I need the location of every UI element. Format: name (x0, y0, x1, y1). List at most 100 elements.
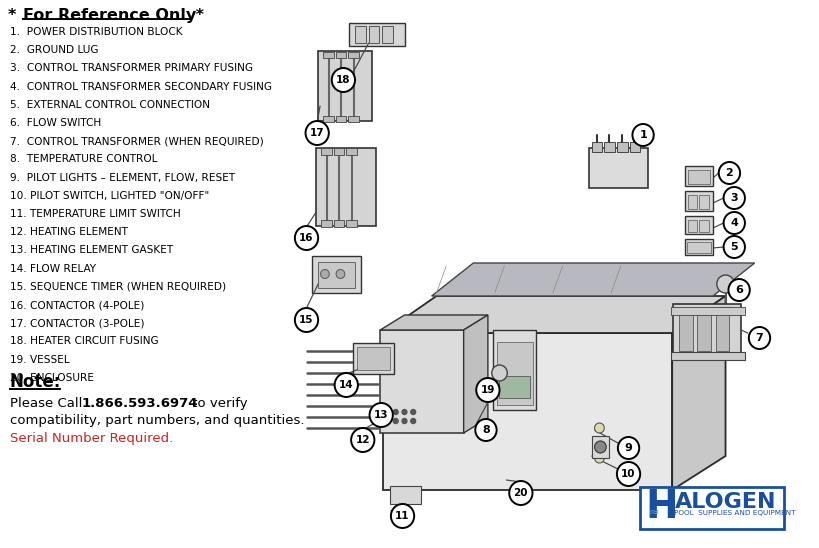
Circle shape (594, 438, 604, 448)
Circle shape (410, 419, 415, 424)
Circle shape (320, 270, 329, 278)
FancyBboxPatch shape (629, 142, 640, 152)
Text: Serial Number Required.: Serial Number Required. (10, 432, 173, 445)
Circle shape (334, 373, 357, 397)
Polygon shape (316, 148, 376, 226)
Text: 1: 1 (639, 130, 646, 140)
FancyBboxPatch shape (687, 170, 709, 184)
Circle shape (336, 270, 345, 278)
FancyBboxPatch shape (687, 220, 696, 232)
Text: 16: 16 (299, 233, 314, 243)
Text: 12. HEATING ELEMENT: 12. HEATING ELEMENT (10, 227, 128, 237)
FancyBboxPatch shape (346, 148, 356, 155)
Polygon shape (380, 315, 487, 330)
Text: 13. HEATING ELEMENT GASKET: 13. HEATING ELEMENT GASKET (10, 246, 173, 255)
Text: *: * (190, 8, 204, 23)
Text: 13: 13 (373, 410, 388, 420)
Polygon shape (672, 296, 725, 490)
Circle shape (475, 419, 496, 441)
Circle shape (491, 365, 507, 381)
FancyBboxPatch shape (696, 311, 710, 351)
Polygon shape (684, 239, 712, 255)
FancyBboxPatch shape (333, 148, 344, 155)
Text: 7: 7 (754, 333, 762, 343)
Circle shape (727, 279, 749, 301)
Text: 15. SEQUENCE TIMER (WHEN REQUIRED): 15. SEQUENCE TIMER (WHEN REQUIRED) (10, 282, 225, 292)
FancyBboxPatch shape (699, 220, 708, 232)
Circle shape (594, 441, 605, 453)
Text: 18: 18 (336, 75, 351, 85)
Text: 14. FLOW RELAY: 14. FLOW RELAY (10, 264, 96, 273)
Text: 4: 4 (730, 218, 737, 228)
Circle shape (332, 68, 355, 92)
Text: 12: 12 (355, 435, 369, 445)
FancyBboxPatch shape (640, 487, 783, 529)
Text: compatibility, part numbers, and quantities.: compatibility, part numbers, and quantit… (10, 414, 304, 427)
Circle shape (594, 453, 604, 463)
Polygon shape (318, 51, 372, 121)
Polygon shape (382, 296, 725, 333)
Text: 11: 11 (395, 511, 410, 521)
Circle shape (393, 419, 398, 424)
Text: 6.  FLOW SWITCH: 6. FLOW SWITCH (10, 118, 101, 128)
Circle shape (476, 378, 499, 402)
Text: 1.  POWER DISTRIBUTION BLOCK: 1. POWER DISTRIBUTION BLOCK (10, 27, 182, 37)
Text: 17: 17 (310, 128, 324, 138)
Text: 8: 8 (482, 425, 489, 435)
Text: 10: 10 (621, 469, 635, 479)
Polygon shape (349, 23, 405, 46)
Circle shape (616, 462, 640, 486)
FancyBboxPatch shape (498, 376, 529, 398)
Text: 6: 6 (735, 285, 742, 295)
Text: POOL  SUPPLIES AND EQUIPMENT: POOL SUPPLIES AND EQUIPMENT (673, 510, 794, 516)
Text: 19: 19 (480, 385, 495, 395)
FancyBboxPatch shape (368, 26, 379, 43)
Circle shape (401, 409, 406, 414)
Circle shape (393, 409, 398, 414)
Text: 16. CONTACTOR (4-POLE): 16. CONTACTOR (4-POLE) (10, 300, 144, 310)
Text: 3.  CONTROL TRANSFORMER PRIMARY FUSING: 3. CONTROL TRANSFORMER PRIMARY FUSING (10, 64, 252, 73)
FancyBboxPatch shape (699, 195, 708, 209)
Text: 2.  GROUND LUG: 2. GROUND LUG (10, 45, 98, 55)
FancyBboxPatch shape (687, 195, 696, 209)
Text: 4.  CONTROL TRANSFORMER SECONDARY FUSING: 4. CONTROL TRANSFORMER SECONDARY FUSING (10, 82, 271, 92)
FancyBboxPatch shape (333, 220, 344, 227)
Text: 7.  CONTROL TRANSFORMER (WHEN REQUIRED): 7. CONTROL TRANSFORMER (WHEN REQUIRED) (10, 136, 263, 146)
Polygon shape (684, 216, 712, 234)
FancyBboxPatch shape (356, 347, 390, 370)
FancyBboxPatch shape (382, 26, 392, 43)
Text: 8.  TEMPERATURE CONTROL: 8. TEMPERATURE CONTROL (10, 155, 157, 164)
Polygon shape (353, 343, 393, 374)
Text: 2: 2 (725, 168, 732, 178)
Polygon shape (684, 166, 712, 186)
Circle shape (722, 236, 744, 258)
Circle shape (618, 437, 639, 459)
FancyBboxPatch shape (715, 311, 729, 351)
Text: Please Call: Please Call (10, 397, 86, 410)
Circle shape (369, 403, 392, 427)
Text: 18. HEATER CIRCUIT FUSING: 18. HEATER CIRCUIT FUSING (10, 336, 158, 346)
Text: For Reference Only: For Reference Only (23, 8, 197, 23)
Text: 20. ENCLOSURE: 20. ENCLOSURE (10, 373, 93, 383)
Polygon shape (463, 315, 487, 433)
Text: 1.866.593.6974: 1.866.593.6974 (81, 397, 197, 410)
Text: 11. TEMPERATURE LIMIT SWITCH: 11. TEMPERATURE LIMIT SWITCH (10, 209, 180, 219)
Text: Note:: Note: (10, 373, 61, 391)
FancyBboxPatch shape (390, 486, 420, 504)
Polygon shape (588, 148, 647, 188)
FancyBboxPatch shape (496, 342, 532, 405)
FancyBboxPatch shape (686, 242, 710, 253)
Text: ≈: ≈ (648, 506, 658, 519)
Circle shape (594, 423, 604, 433)
FancyBboxPatch shape (323, 52, 333, 58)
Circle shape (748, 327, 769, 349)
Text: 10. PILOT SWITCH, LIGHTED "ON/OFF": 10. PILOT SWITCH, LIGHTED "ON/OFF" (10, 191, 209, 201)
Polygon shape (684, 191, 712, 211)
FancyBboxPatch shape (321, 148, 332, 155)
Text: 9.  PILOT LIGHTS – ELEMENT, FLOW, RESET: 9. PILOT LIGHTS – ELEMENT, FLOW, RESET (10, 173, 234, 182)
Circle shape (716, 275, 733, 293)
Polygon shape (431, 263, 753, 296)
FancyBboxPatch shape (335, 116, 346, 122)
FancyBboxPatch shape (591, 142, 602, 152)
FancyBboxPatch shape (591, 436, 609, 458)
